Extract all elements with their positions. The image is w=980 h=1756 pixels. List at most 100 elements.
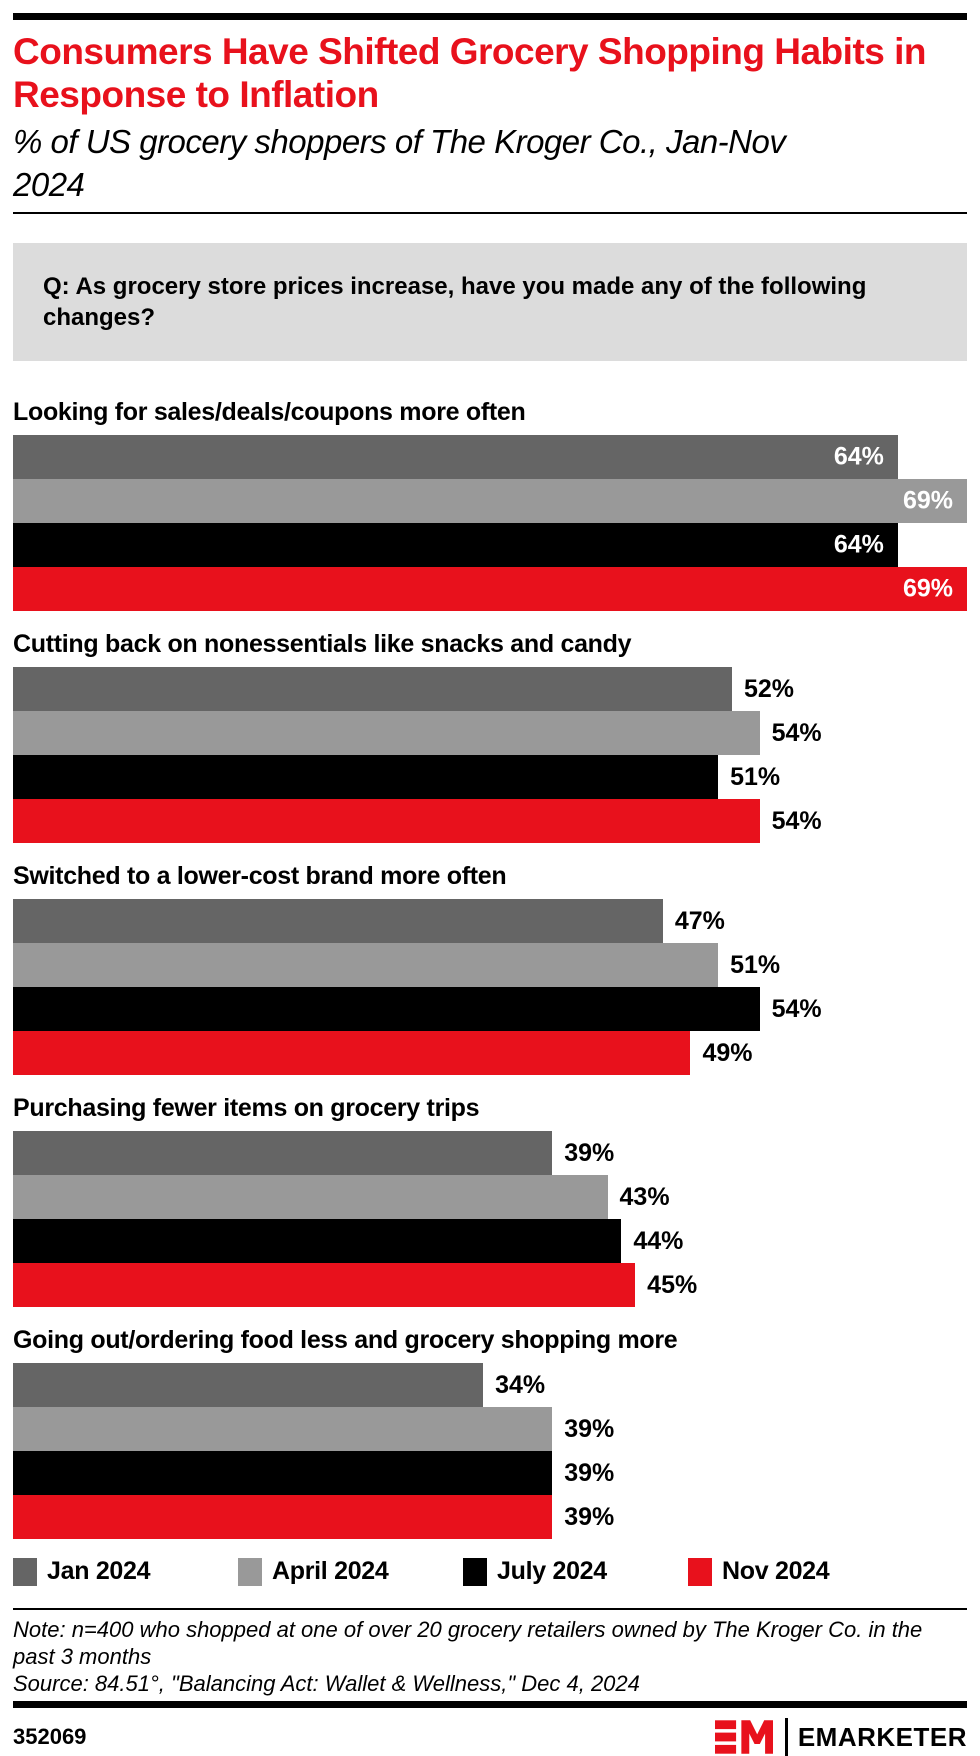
chart-title: Consumers Have Shifted Grocery Shopping … (13, 31, 927, 115)
bar: 69% (13, 479, 967, 523)
bar-row: 54% (13, 711, 967, 755)
bar: 64% (13, 523, 898, 567)
chart-group: Going out/ordering food less and grocery… (13, 1325, 967, 1539)
bar (13, 1363, 484, 1407)
group-label: Purchasing fewer items on grocery trips (13, 1094, 480, 1122)
legend-label: Nov 2024 (722, 1557, 830, 1585)
bar-value-label: 51% (730, 950, 781, 979)
bar (13, 943, 719, 987)
legend-swatch-icon (238, 1557, 262, 1586)
bar-row: 69% (13, 479, 967, 523)
question-text: Q: As grocery store prices increase, hav… (43, 273, 867, 331)
bar: 64% (13, 435, 898, 479)
bar (13, 1031, 691, 1075)
legend-item: Jan 2024 (13, 1557, 238, 1586)
bar (13, 987, 760, 1031)
group-label: Going out/ordering food less and grocery… (13, 1326, 678, 1354)
footer: 352069 EMARKETER (13, 1718, 967, 1756)
source-text: Source: 84.51°, "Balancing Act: Wallet &… (13, 1671, 640, 1696)
bar-value-label: 54% (771, 718, 822, 747)
bar-row: 52% (13, 667, 967, 711)
question-box: Q: As grocery store prices increase, hav… (13, 243, 967, 361)
chart-group: Switched to a lower-cost brand more ofte… (13, 861, 967, 1075)
chart-subtitle: % of US grocery shoppers of The Kroger C… (13, 123, 786, 203)
bar-value-label: 39% (564, 1414, 615, 1443)
bar-value-label: 43% (619, 1182, 670, 1211)
bar-row: 69% (13, 567, 967, 611)
bar (13, 1451, 553, 1495)
bar (13, 1219, 622, 1263)
bar-row: 51% (13, 943, 967, 987)
group-label: Switched to a lower-cost brand more ofte… (13, 862, 507, 890)
bottom-rule (13, 1701, 967, 1708)
legend-item: Nov 2024 (688, 1557, 830, 1586)
group-label: Looking for sales/deals/coupons more oft… (13, 398, 526, 426)
bar-value-label: 39% (564, 1502, 615, 1531)
legend-label: April 2024 (272, 1557, 389, 1585)
bar-value-label: 47% (674, 906, 725, 935)
chart-group: Purchasing fewer items on grocery trips 3… (13, 1093, 967, 1307)
bar-value-label: 54% (771, 806, 822, 835)
emarketer-logo: EMARKETER (714, 1718, 967, 1756)
bar (13, 1131, 553, 1175)
bar-row: 39% (13, 1407, 967, 1451)
bar-value-label: 64% (833, 530, 884, 559)
bar (13, 1407, 553, 1451)
legend-swatch-icon (13, 1557, 37, 1586)
bar-value-label: 69% (902, 486, 953, 515)
bar-row: 39% (13, 1451, 967, 1495)
bar (13, 711, 760, 755)
chart-id: 352069 (13, 1724, 87, 1749)
bar-value-label: 44% (633, 1226, 684, 1255)
legend-item: July 2024 (463, 1557, 688, 1586)
legend-swatch-icon (463, 1557, 487, 1586)
bar-row: 51% (13, 755, 967, 799)
legend: Jan 2024 April 2024 July 2024 Nov 2024 (13, 1557, 967, 1586)
bar-row: 64% (13, 523, 967, 567)
legend-label: July 2024 (497, 1557, 607, 1585)
legend-item: April 2024 (238, 1557, 463, 1586)
group-label: Cutting back on nonessentials like snack… (13, 630, 632, 658)
bar-value-label: 64% (833, 442, 884, 471)
bar-row: 34% (13, 1363, 967, 1407)
bar-row: 54% (13, 799, 967, 843)
chart-group: Cutting back on nonessentials like snack… (13, 629, 967, 843)
bar (13, 1263, 636, 1307)
bar (13, 899, 663, 943)
em-monogram-icon (714, 1718, 773, 1756)
chart: Looking for sales/deals/coupons more oft… (13, 397, 967, 1539)
bar-row: 49% (13, 1031, 967, 1075)
bar-row: 64% (13, 435, 967, 479)
chart-group: Looking for sales/deals/coupons more oft… (13, 397, 967, 611)
legend-label: Jan 2024 (47, 1557, 151, 1585)
bar-value-label: 69% (902, 574, 953, 603)
bar-row: 39% (13, 1131, 967, 1175)
bar-value-label: 49% (702, 1038, 753, 1067)
bar-value-label: 51% (730, 762, 781, 791)
bar (13, 1175, 608, 1219)
bar (13, 799, 760, 843)
bar (13, 755, 719, 799)
bar (13, 667, 732, 711)
legend-swatch-icon (688, 1557, 712, 1586)
bar-value-label: 34% (495, 1370, 546, 1399)
logo-divider (784, 1718, 788, 1756)
bar-row: 45% (13, 1263, 967, 1307)
bar-row: 44% (13, 1219, 967, 1263)
header-divider (13, 212, 967, 214)
bar-value-label: 39% (564, 1458, 615, 1487)
bar-value-label: 52% (743, 674, 794, 703)
bar-value-label: 54% (771, 994, 822, 1023)
bar-row: 54% (13, 987, 967, 1031)
bar-row: 43% (13, 1175, 967, 1219)
bar (13, 1495, 553, 1539)
bar-row: 47% (13, 899, 967, 943)
bar: 69% (13, 567, 967, 611)
note-text: Note: n=400 who shopped at one of over 2… (13, 1617, 923, 1669)
brand-name: EMARKETER (797, 1721, 967, 1752)
bar-row: 39% (13, 1495, 967, 1539)
bar-value-label: 45% (647, 1270, 698, 1299)
bar-value-label: 39% (564, 1138, 615, 1167)
top-rule (13, 13, 967, 20)
